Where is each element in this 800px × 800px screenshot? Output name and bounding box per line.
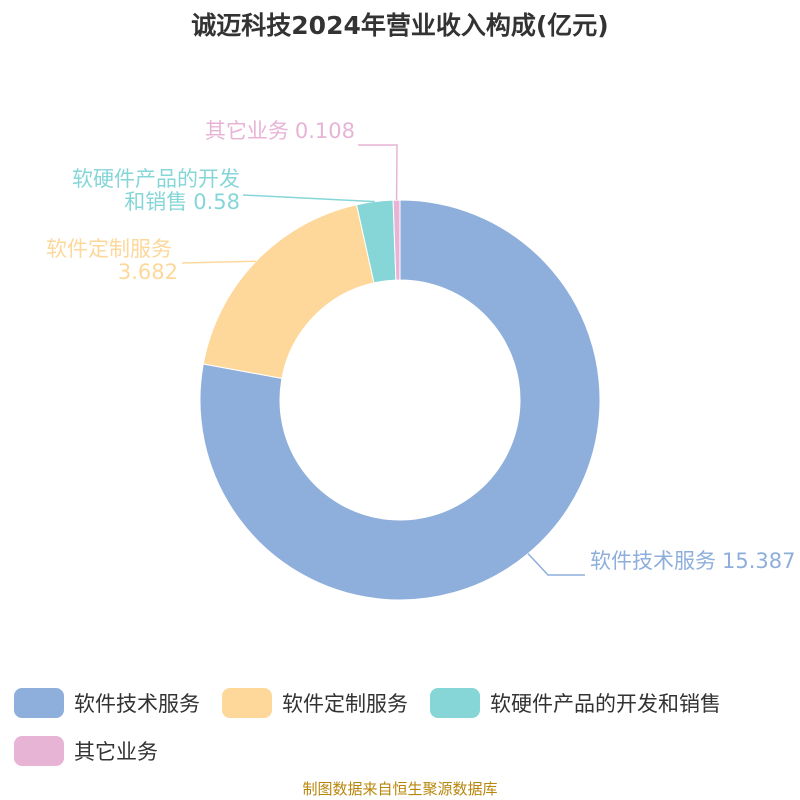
legend-label: 软件技术服务	[74, 692, 200, 716]
label-value: 0.108	[294, 119, 355, 143]
legend-swatch	[430, 688, 480, 718]
data-label: 软件定制服务3.682	[0, 238, 178, 284]
donut-slice	[202, 204, 375, 379]
legend-swatch	[222, 688, 272, 718]
legend-item: 软件技术服务	[14, 688, 200, 718]
legend-item: 软硬件产品的开发和销售	[430, 688, 721, 718]
legend-label: 软件定制服务	[282, 692, 408, 716]
donut-slice	[392, 199, 401, 281]
label-value: 15.387	[722, 549, 796, 573]
legend-item: 软件定制服务	[222, 688, 408, 718]
label-value: 3.682	[117, 260, 178, 284]
leader-line	[527, 553, 585, 576]
chart	[181, 144, 601, 601]
source-note: 制图数据来自恒生聚源数据库	[302, 780, 498, 798]
legend: 软件技术服务 软件定制服务 软硬件产品的开发和销售其它业务	[14, 688, 800, 766]
leader-line	[181, 260, 256, 264]
chart-title: 诚迈科技2024年营业收入构成(亿元)	[191, 11, 609, 40]
legend-label: 软硬件产品的开发和销售	[490, 692, 721, 716]
data-label: 其它业务 0.108	[205, 120, 355, 143]
legend-swatch	[14, 688, 64, 718]
label-value: 0.58	[193, 190, 240, 214]
label-name: 软硬件产品的开发和销售	[72, 167, 240, 214]
leader-line	[242, 194, 375, 203]
legend-label: 其它业务	[74, 740, 158, 764]
legend-swatch	[14, 736, 64, 766]
data-label: 软硬件产品的开发和销售 0.58	[65, 168, 240, 214]
label-name: 软件定制服务	[46, 237, 172, 261]
label-name: 其它业务	[204, 119, 289, 143]
legend-item: 其它业务	[14, 736, 158, 766]
label-name: 软件技术服务	[590, 549, 716, 573]
donut-slice	[199, 199, 601, 601]
leader-line	[358, 144, 398, 201]
data-label: 软件技术服务 15.387	[590, 550, 795, 573]
